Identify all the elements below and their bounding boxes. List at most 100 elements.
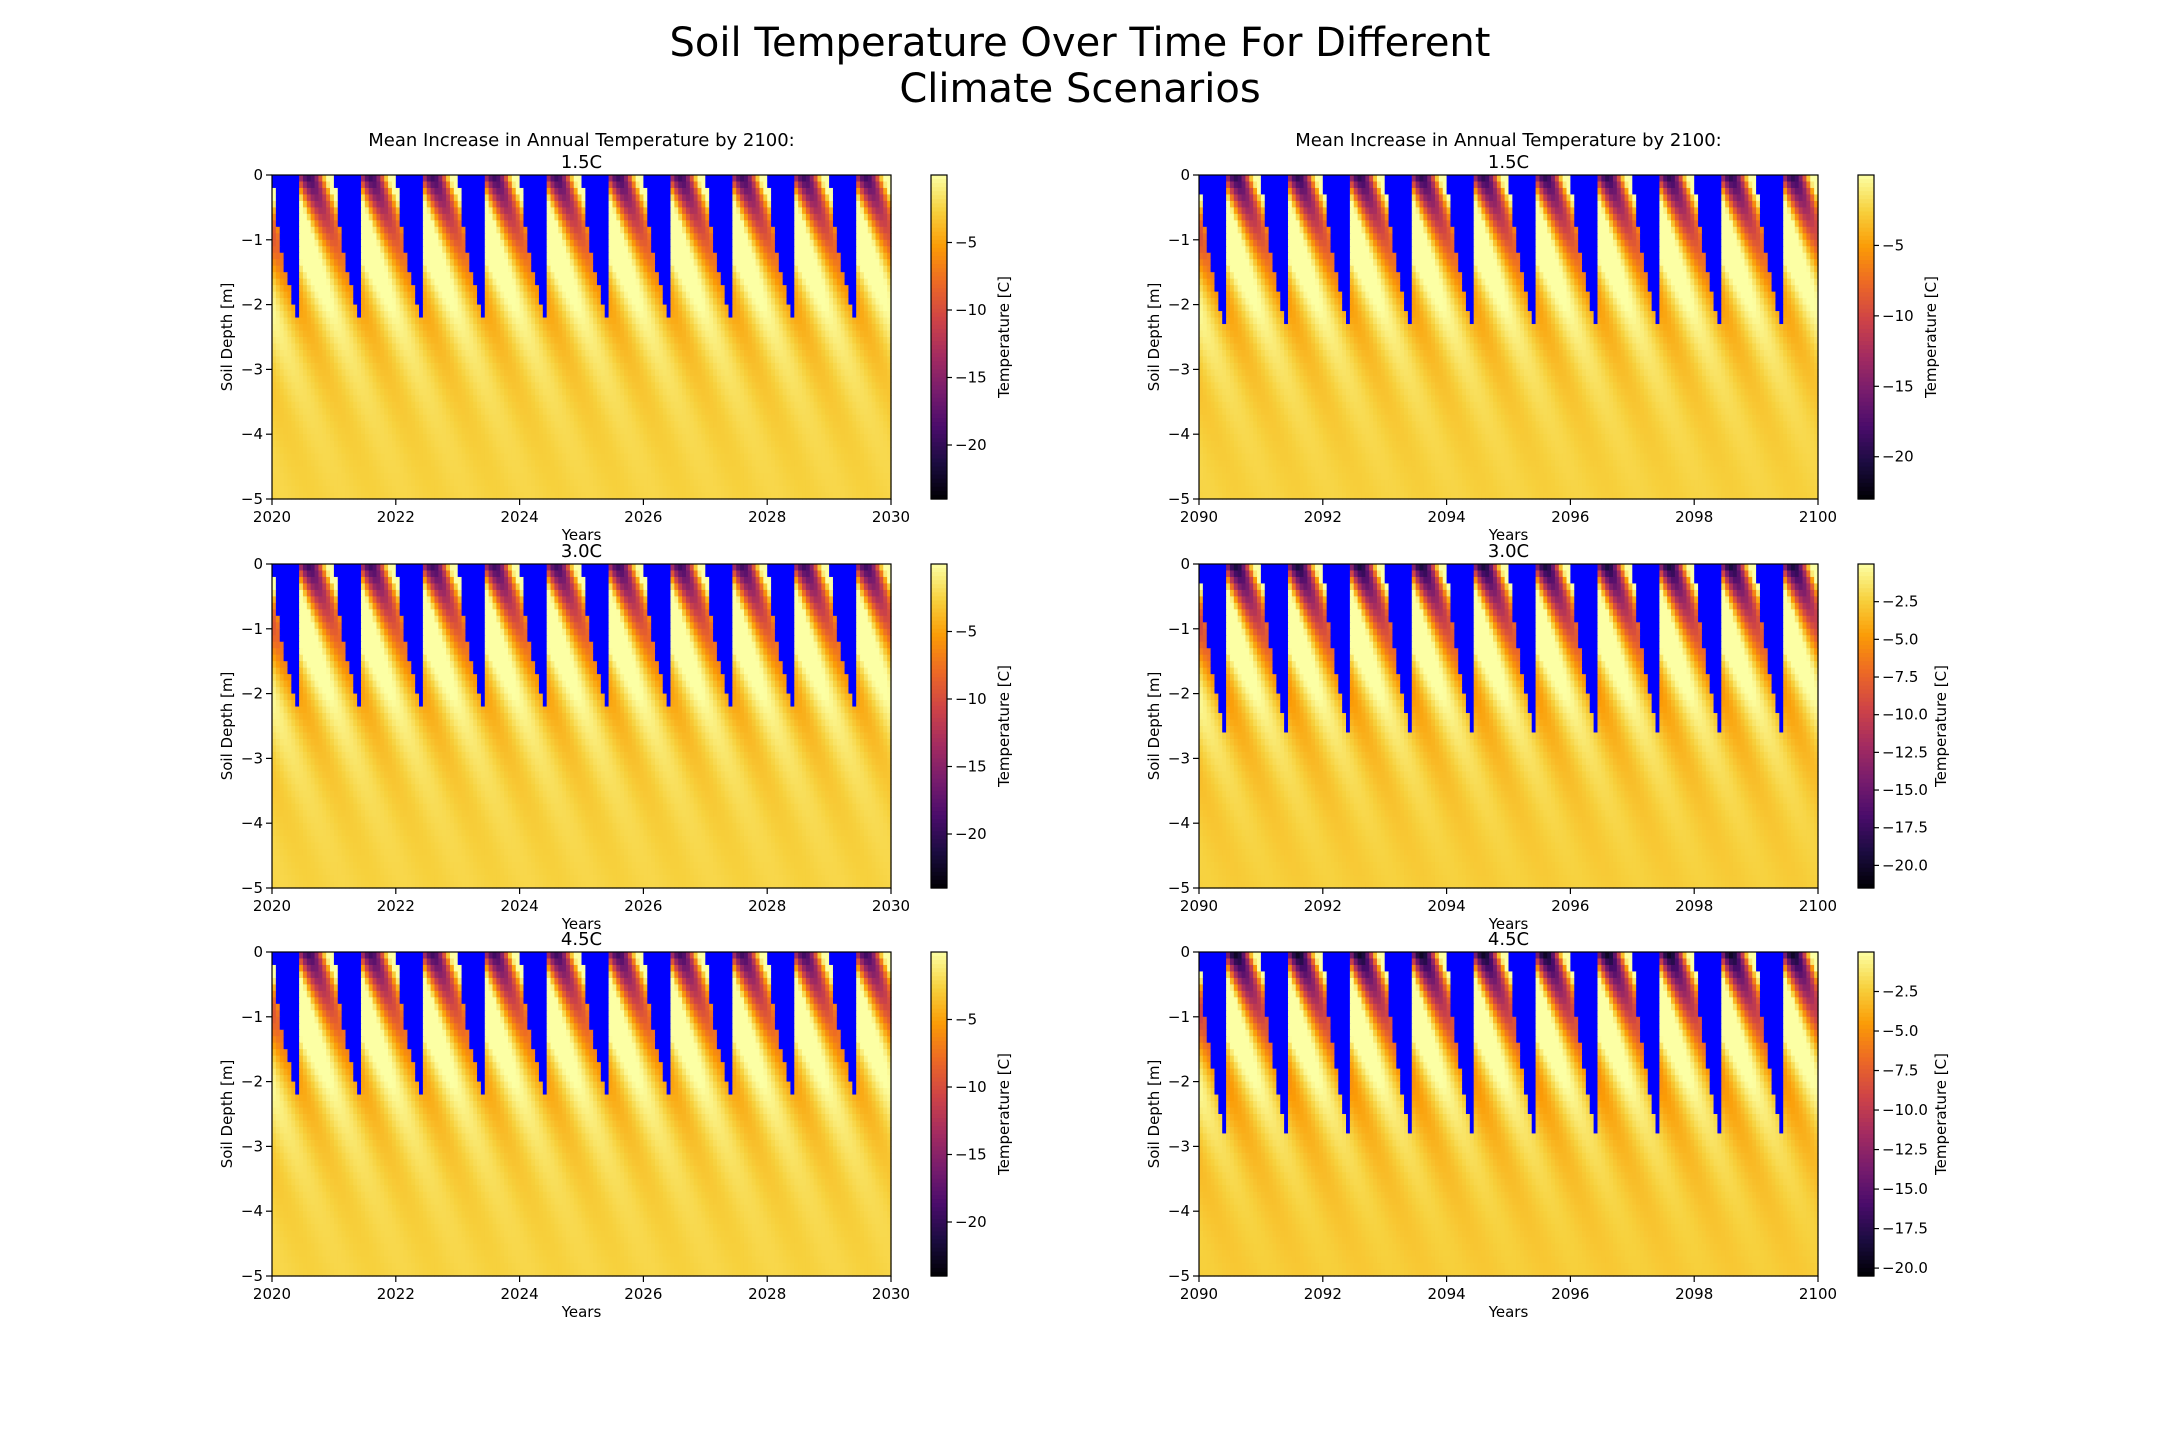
heatmap-cell [593, 214, 597, 221]
heatmap-cell [759, 233, 763, 240]
heatmap-cell [667, 207, 671, 214]
heatmap-cell [493, 227, 497, 234]
heatmap-cell [806, 188, 810, 195]
heatmap-cell [493, 175, 497, 182]
heatmap-cell [473, 175, 477, 182]
heatmap-cell [287, 188, 291, 195]
heatmap-cell [376, 207, 380, 214]
heatmap-cell [872, 188, 876, 195]
heatmap-cell [694, 181, 698, 188]
heatmap-cell [558, 201, 562, 208]
heatmap-cell [585, 188, 589, 195]
heatmap-cell [315, 240, 319, 247]
heatmap-cell [346, 181, 350, 188]
heatmap-cell [841, 220, 845, 227]
heatmap-cell [361, 227, 365, 234]
heatmap-cell [806, 181, 810, 188]
heatmap-cell [752, 175, 756, 182]
heatmap-cell [469, 201, 473, 208]
heatmap-cell [605, 220, 609, 227]
heatmap-cell [779, 220, 783, 227]
heatmap-cell [848, 220, 852, 227]
heatmap-cell [284, 181, 288, 188]
heatmap-cell [632, 220, 636, 227]
heatmap-cell [462, 201, 466, 208]
heatmap-cell [353, 214, 357, 221]
heatmap-cell [709, 194, 713, 201]
heatmap-cell [721, 175, 725, 182]
heatmap-cell [667, 201, 671, 208]
heatmap-cell [504, 181, 508, 188]
heatmap-cell [732, 220, 736, 227]
heatmap-cell [535, 214, 539, 221]
heatmap-cell [489, 181, 493, 188]
heatmap-cell [404, 220, 408, 227]
heatmap-cell [318, 240, 322, 247]
heatmap-cell [280, 175, 284, 182]
heatmap-cell [423, 181, 427, 188]
heatmap-cell [810, 181, 814, 188]
heatmap-cell [736, 233, 740, 240]
heatmap-cell [601, 181, 605, 188]
heatmap-cell [636, 201, 640, 208]
heatmap-cell [709, 175, 713, 182]
heatmap-cell [686, 188, 690, 195]
heatmap-cell [690, 201, 694, 208]
heatmap-cell [597, 220, 601, 227]
heatmap-cell [481, 220, 485, 227]
heatmap-cell [280, 220, 284, 227]
heatmap-cell [287, 201, 291, 208]
heatmap-cell [698, 201, 702, 208]
heatmap-cell [833, 214, 837, 221]
heatmap-cell [520, 188, 524, 195]
heatmap-cell [667, 233, 671, 240]
heatmap-cell [740, 240, 744, 247]
heatmap-cell [767, 233, 771, 240]
heatmap-cell [322, 201, 326, 208]
heatmap-cell [748, 194, 752, 201]
heatmap-cell [496, 227, 500, 234]
heatmap-cell [655, 175, 659, 182]
heatmap-cell [806, 194, 810, 201]
heatmap-cell [462, 207, 466, 214]
heatmap-cell [454, 194, 458, 201]
heatmap-cell [465, 240, 469, 247]
heatmap-cell [833, 220, 837, 227]
heatmap-cell [864, 201, 868, 208]
heatmap-cell [674, 220, 678, 227]
heatmap-cell [759, 175, 763, 182]
heatmap-cell [489, 175, 493, 182]
heatmap-cell [442, 207, 446, 214]
heatmap-cell [856, 194, 860, 201]
heatmap-cell [640, 181, 644, 188]
heatmap-cell [682, 214, 686, 221]
heatmap-cell [469, 227, 473, 234]
heatmap-cell [315, 214, 319, 221]
heatmap-cell [291, 201, 295, 208]
heatmap-cell [686, 233, 690, 240]
heatmap-cell [810, 220, 814, 227]
heatmap-cell [376, 240, 380, 247]
heatmap-cell [674, 201, 678, 208]
heatmap-cell [496, 233, 500, 240]
heatmap-cell [732, 194, 736, 201]
heatmap-cell [616, 227, 620, 234]
heatmap-cell [295, 175, 299, 182]
heatmap-cell [496, 220, 500, 227]
heatmap-cell [674, 214, 678, 221]
heatmap-cell [566, 175, 570, 182]
heatmap-cell [485, 214, 489, 221]
heatmap-cell [477, 220, 481, 227]
heatmap-cell [729, 214, 733, 221]
heatmap-cell [334, 175, 338, 182]
heatmap-cell [299, 227, 303, 234]
heatmap-cell [690, 240, 694, 247]
heatmap-cell [384, 201, 388, 208]
heatmap-cell [620, 175, 624, 182]
heatmap-cell [396, 207, 400, 214]
heatmap-cell [705, 207, 709, 214]
heatmap-cell [353, 194, 357, 201]
heatmap-cell [829, 207, 833, 214]
heatmap-cell [574, 220, 578, 227]
heatmap-cell [334, 194, 338, 201]
